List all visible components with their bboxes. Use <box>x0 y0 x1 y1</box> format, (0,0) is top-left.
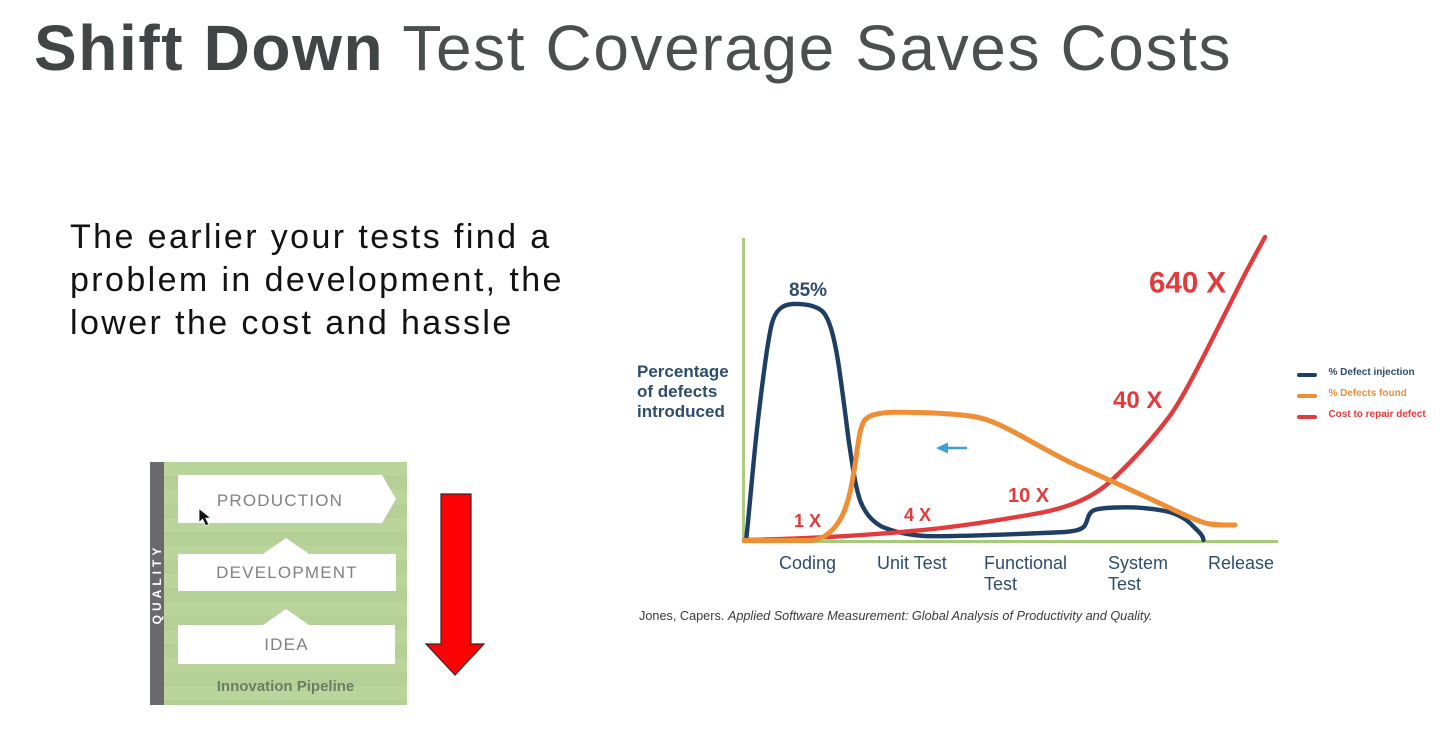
svg-text:10 X: 10 X <box>1008 485 1050 507</box>
svg-text:640 X: 640 X <box>1149 267 1226 300</box>
svg-text:85%: 85% <box>789 280 827 301</box>
svg-text:1 X: 1 X <box>794 511 821 531</box>
svg-text:40 X: 40 X <box>1113 387 1162 414</box>
svg-text:4 X: 4 X <box>904 505 931 525</box>
